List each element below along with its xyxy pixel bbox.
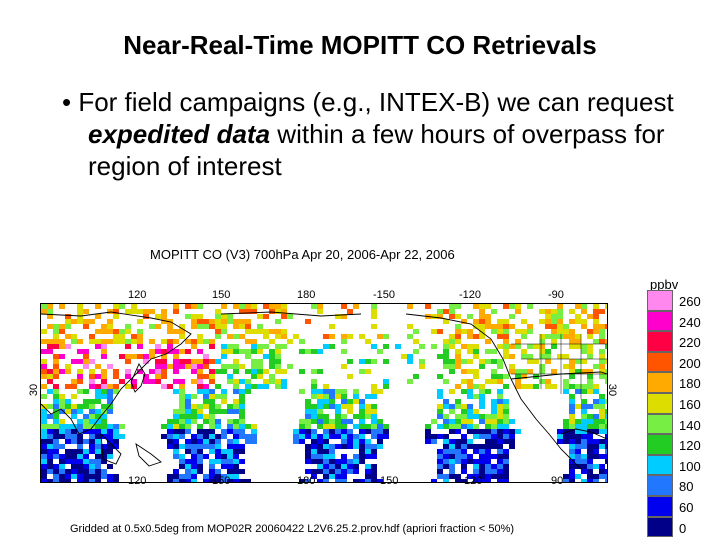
lon-top-m150: -150 <box>373 289 396 301</box>
bullet-pre: For field campaigns (e.g., INTEX-B) we c… <box>78 87 674 117</box>
legend-swatch-100 <box>647 454 673 476</box>
legend-swatch-240 <box>647 310 673 332</box>
legend-swatch-220 <box>647 331 673 352</box>
legend-label-260: 260 <box>679 294 701 309</box>
legend-swatch-180 <box>647 372 673 393</box>
legend-label-80: 80 <box>679 479 694 495</box>
co-map <box>40 303 608 483</box>
lon-top-150: 150 <box>212 289 231 301</box>
lon-top-120: 120 <box>128 289 147 301</box>
legend-label-140: 140 <box>679 417 701 433</box>
legend-label-200: 200 <box>679 355 701 371</box>
lon-bottom-150: 150 <box>212 475 231 487</box>
map-footnote: Gridded at 0.5x0.5deg from MOP02R 200604… <box>70 523 515 535</box>
lon-bottom-180: 180 <box>297 475 316 487</box>
legend-label-240: 240 <box>679 314 701 330</box>
legend-swatch-160 <box>647 392 673 414</box>
lon-bottom-150b: 150 <box>380 475 399 487</box>
legend-label-220: 220 <box>679 335 701 351</box>
legend-swatch-0 <box>647 516 673 538</box>
bullet-emphasis: expedited data <box>88 119 271 149</box>
slide-title: Near-Real-Time MOPITT CO Retrievals <box>123 30 597 60</box>
color-legend <box>647 290 673 538</box>
legend-unit: ppbv <box>650 277 679 292</box>
lon-bottom-120b: 120 <box>464 475 483 487</box>
legend-label-60: 60 <box>679 500 694 515</box>
coastlines <box>41 311 607 470</box>
lon-top-180: 180 <box>297 289 316 301</box>
legend-label-100: 100 <box>679 458 701 474</box>
map-title: MOPITT CO (V3) 700hPa Apr 20, 2006-Apr 2… <box>150 247 455 262</box>
legend-swatch-60 <box>647 495 673 517</box>
legend-label-0: 0 <box>679 520 687 536</box>
lon-bottom-90: 90 <box>551 475 564 487</box>
co-map-svg <box>41 304 607 482</box>
state-borders <box>511 334 607 399</box>
lat-right-30: 30 <box>606 383 619 397</box>
lat-left-30: 30 <box>28 383 41 397</box>
legend-label-120: 120 <box>679 438 701 454</box>
legend-swatch-260 <box>647 290 673 311</box>
lon-top-m120: -120 <box>459 289 482 301</box>
legend-swatch-140 <box>647 413 673 435</box>
lon-bottom-120: 120 <box>128 475 147 487</box>
bullet-post: within a few hours of overpass for regio… <box>88 119 665 181</box>
lon-top-m90: -90 <box>548 289 564 301</box>
legend-swatch-200 <box>647 351 673 373</box>
legend-swatch-80 <box>647 475 673 496</box>
legend-label-160: 160 <box>679 397 701 412</box>
legend-label-180: 180 <box>679 376 701 392</box>
bullet-text: • For field campaigns (e.g., INTEX-B) we… <box>62 87 674 181</box>
legend-swatch-120 <box>647 434 673 455</box>
